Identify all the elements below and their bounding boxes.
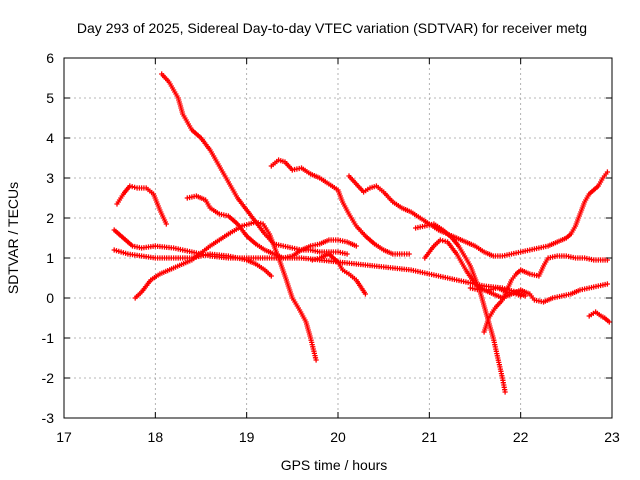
y-tick-labels: -3 -2 -1 0 1 2 3 4 5 6	[42, 50, 55, 426]
series-s6	[184, 193, 359, 261]
series-s8	[309, 251, 368, 297]
y-tick-label: -2	[42, 370, 55, 386]
data-series	[111, 71, 612, 395]
y-tick-label: 6	[46, 50, 54, 66]
y-axis-label: SDTVAR / TECUs	[5, 182, 21, 294]
series-s12	[481, 253, 610, 335]
y-tick-label: 1	[46, 250, 54, 266]
y-tick-label: 4	[46, 130, 54, 146]
x-tick-label: 23	[604, 429, 620, 445]
series-s5	[132, 219, 319, 363]
series-s2	[114, 183, 169, 227]
axis-ticks	[63, 57, 613, 419]
x-tick-label: 20	[330, 429, 346, 445]
series-s9	[346, 169, 610, 259]
y-tick-label: 0	[46, 290, 54, 306]
y-tick-label: 5	[46, 90, 54, 106]
series-s3	[111, 227, 528, 299]
y-tick-label: 3	[46, 170, 54, 186]
x-tick-label: 21	[422, 429, 438, 445]
series-s7	[268, 157, 412, 257]
series-s4	[111, 247, 274, 279]
series-s13	[586, 309, 612, 325]
x-tick-labels: 17 18 19 20 21 22 23	[56, 429, 620, 445]
x-tick-label: 18	[148, 429, 164, 445]
series-s14	[467, 285, 524, 299]
grid-lines	[64, 58, 612, 418]
y-tick-label: -3	[42, 410, 55, 426]
y-tick-label: 2	[46, 210, 54, 226]
x-tick-label: 22	[513, 429, 529, 445]
x-tick-label: 19	[239, 429, 255, 445]
chart-title: Day 293 of 2025, Sidereal Day-to-day VTE…	[77, 20, 587, 36]
series-s1	[159, 71, 350, 257]
y-tick-label: -1	[42, 330, 55, 346]
x-tick-label: 17	[56, 429, 72, 445]
x-axis-label: GPS time / hours	[281, 457, 388, 473]
